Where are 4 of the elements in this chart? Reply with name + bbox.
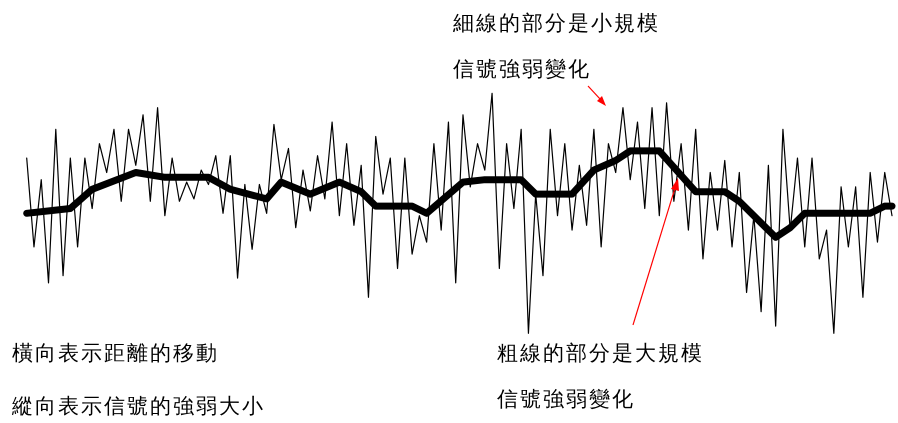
text: 橫向表示距離的移動 <box>12 340 220 367</box>
text: 粗線的部分是大規模信號強弱變化 <box>497 340 705 413</box>
text: 縱向表示信號的強弱大小 <box>12 393 266 420</box>
text: 細線的部分是小規模信號強弱變化 <box>453 10 661 83</box>
